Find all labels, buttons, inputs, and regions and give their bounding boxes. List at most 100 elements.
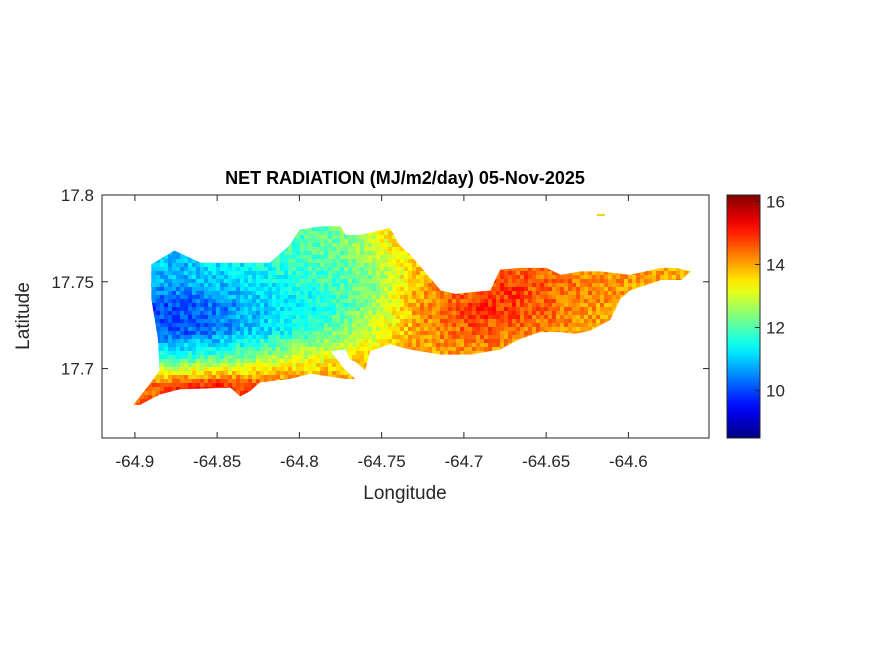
heatmap-cell (336, 279, 340, 283)
heatmap-cell (284, 263, 288, 267)
heatmap-cell (432, 287, 436, 291)
heatmap-cell (264, 283, 268, 287)
heatmap-cell (508, 323, 512, 327)
heatmap-cell (340, 259, 344, 263)
heatmap-cell (304, 343, 308, 347)
heatmap-cell (156, 303, 160, 307)
heatmap-cell (436, 315, 440, 319)
heatmap-cell (188, 347, 192, 351)
heatmap-cell (476, 291, 480, 295)
heatmap-cell (528, 319, 532, 323)
heatmap-cell (520, 295, 524, 299)
heatmap-cell (436, 299, 440, 303)
heatmap-cell (532, 275, 536, 279)
heatmap-cell (224, 323, 228, 327)
heatmap-cell (356, 307, 360, 311)
heatmap-cell (432, 291, 436, 295)
heatmap-cell (168, 255, 172, 259)
heatmap-cell (224, 351, 228, 355)
heatmap-cell (496, 303, 500, 307)
heatmap-cell (536, 311, 540, 315)
heatmap-cell (308, 299, 312, 303)
heatmap-cell (296, 247, 300, 251)
heatmap-cell (336, 267, 340, 271)
heatmap-cell (316, 227, 320, 231)
heatmap-cell (288, 327, 292, 331)
heatmap-cell (200, 267, 204, 271)
heatmap-cell (656, 275, 660, 279)
heatmap-cell (348, 303, 352, 307)
heatmap-cell (304, 295, 308, 299)
heatmap-cell (408, 283, 412, 287)
heatmap-cell (608, 291, 612, 295)
heatmap-cell (388, 279, 392, 283)
heatmap-cell (168, 279, 172, 283)
heatmap-cell (472, 307, 476, 311)
heatmap-cell (224, 287, 228, 291)
heatmap-cell (164, 287, 168, 291)
heatmap-cell (344, 291, 348, 295)
heatmap-cell (304, 271, 308, 275)
heatmap-cell (220, 271, 224, 275)
heatmap-cell (276, 343, 280, 347)
heatmap-cell (336, 239, 340, 243)
heatmap-cell (276, 351, 280, 355)
heatmap-cell (484, 295, 488, 299)
heatmap-cell (248, 319, 252, 323)
heatmap-cell (504, 279, 508, 283)
heatmap-cell (344, 327, 348, 331)
heatmap-cell (564, 311, 568, 315)
heatmap-cell (420, 307, 424, 311)
heatmap-cell (536, 315, 540, 319)
heatmap-cell (272, 343, 276, 347)
heatmap-cell (304, 307, 308, 311)
heatmap-cell (596, 323, 600, 327)
heatmap-cell (292, 275, 296, 279)
heatmap-cell (388, 255, 392, 259)
heatmap-cell (276, 323, 280, 327)
heatmap-cell (396, 263, 400, 267)
heatmap-cell (488, 339, 492, 343)
heatmap-cell (420, 267, 424, 271)
heatmap-cell (304, 339, 308, 343)
heatmap-cell (320, 351, 324, 355)
heatmap-cell (364, 299, 368, 303)
heatmap-cell (532, 271, 536, 275)
heatmap-cell (304, 275, 308, 279)
heatmap-cell (272, 279, 276, 283)
heatmap-cell (308, 351, 312, 355)
heatmap-cell (380, 331, 384, 335)
heatmap-cell (524, 315, 528, 319)
heatmap-cell (192, 315, 196, 319)
heatmap-cell (448, 315, 452, 319)
heatmap-cell (220, 327, 224, 331)
heatmap-cell (576, 323, 580, 327)
heatmap-cell (392, 267, 396, 271)
heatmap-cell (368, 259, 372, 263)
heatmap-cell (252, 327, 256, 331)
heatmap-cell (500, 311, 504, 315)
heatmap-cell (448, 319, 452, 323)
heatmap-cell (272, 283, 276, 287)
heatmap-cell (492, 323, 496, 327)
heatmap-cell (304, 267, 308, 271)
heatmap-cell (392, 235, 396, 239)
heatmap-cell (444, 303, 448, 307)
heatmap-cell (580, 295, 584, 299)
heatmap-cell (596, 295, 600, 299)
heatmap-cell (272, 291, 276, 295)
heatmap-cell (268, 307, 272, 311)
heatmap-cell (252, 267, 256, 271)
heatmap-cell (640, 271, 644, 275)
heatmap-cell (316, 319, 320, 323)
heatmap-cell (268, 343, 272, 347)
heatmap-cell (304, 303, 308, 307)
heatmap-cell (320, 267, 324, 271)
heatmap-cell (256, 351, 260, 355)
heatmap-cell (380, 271, 384, 275)
heatmap-cell (396, 291, 400, 295)
heatmap-cell (184, 283, 188, 287)
heatmap-cell (492, 291, 496, 295)
heatmap-cell (328, 275, 332, 279)
heatmap-cell (184, 347, 188, 351)
